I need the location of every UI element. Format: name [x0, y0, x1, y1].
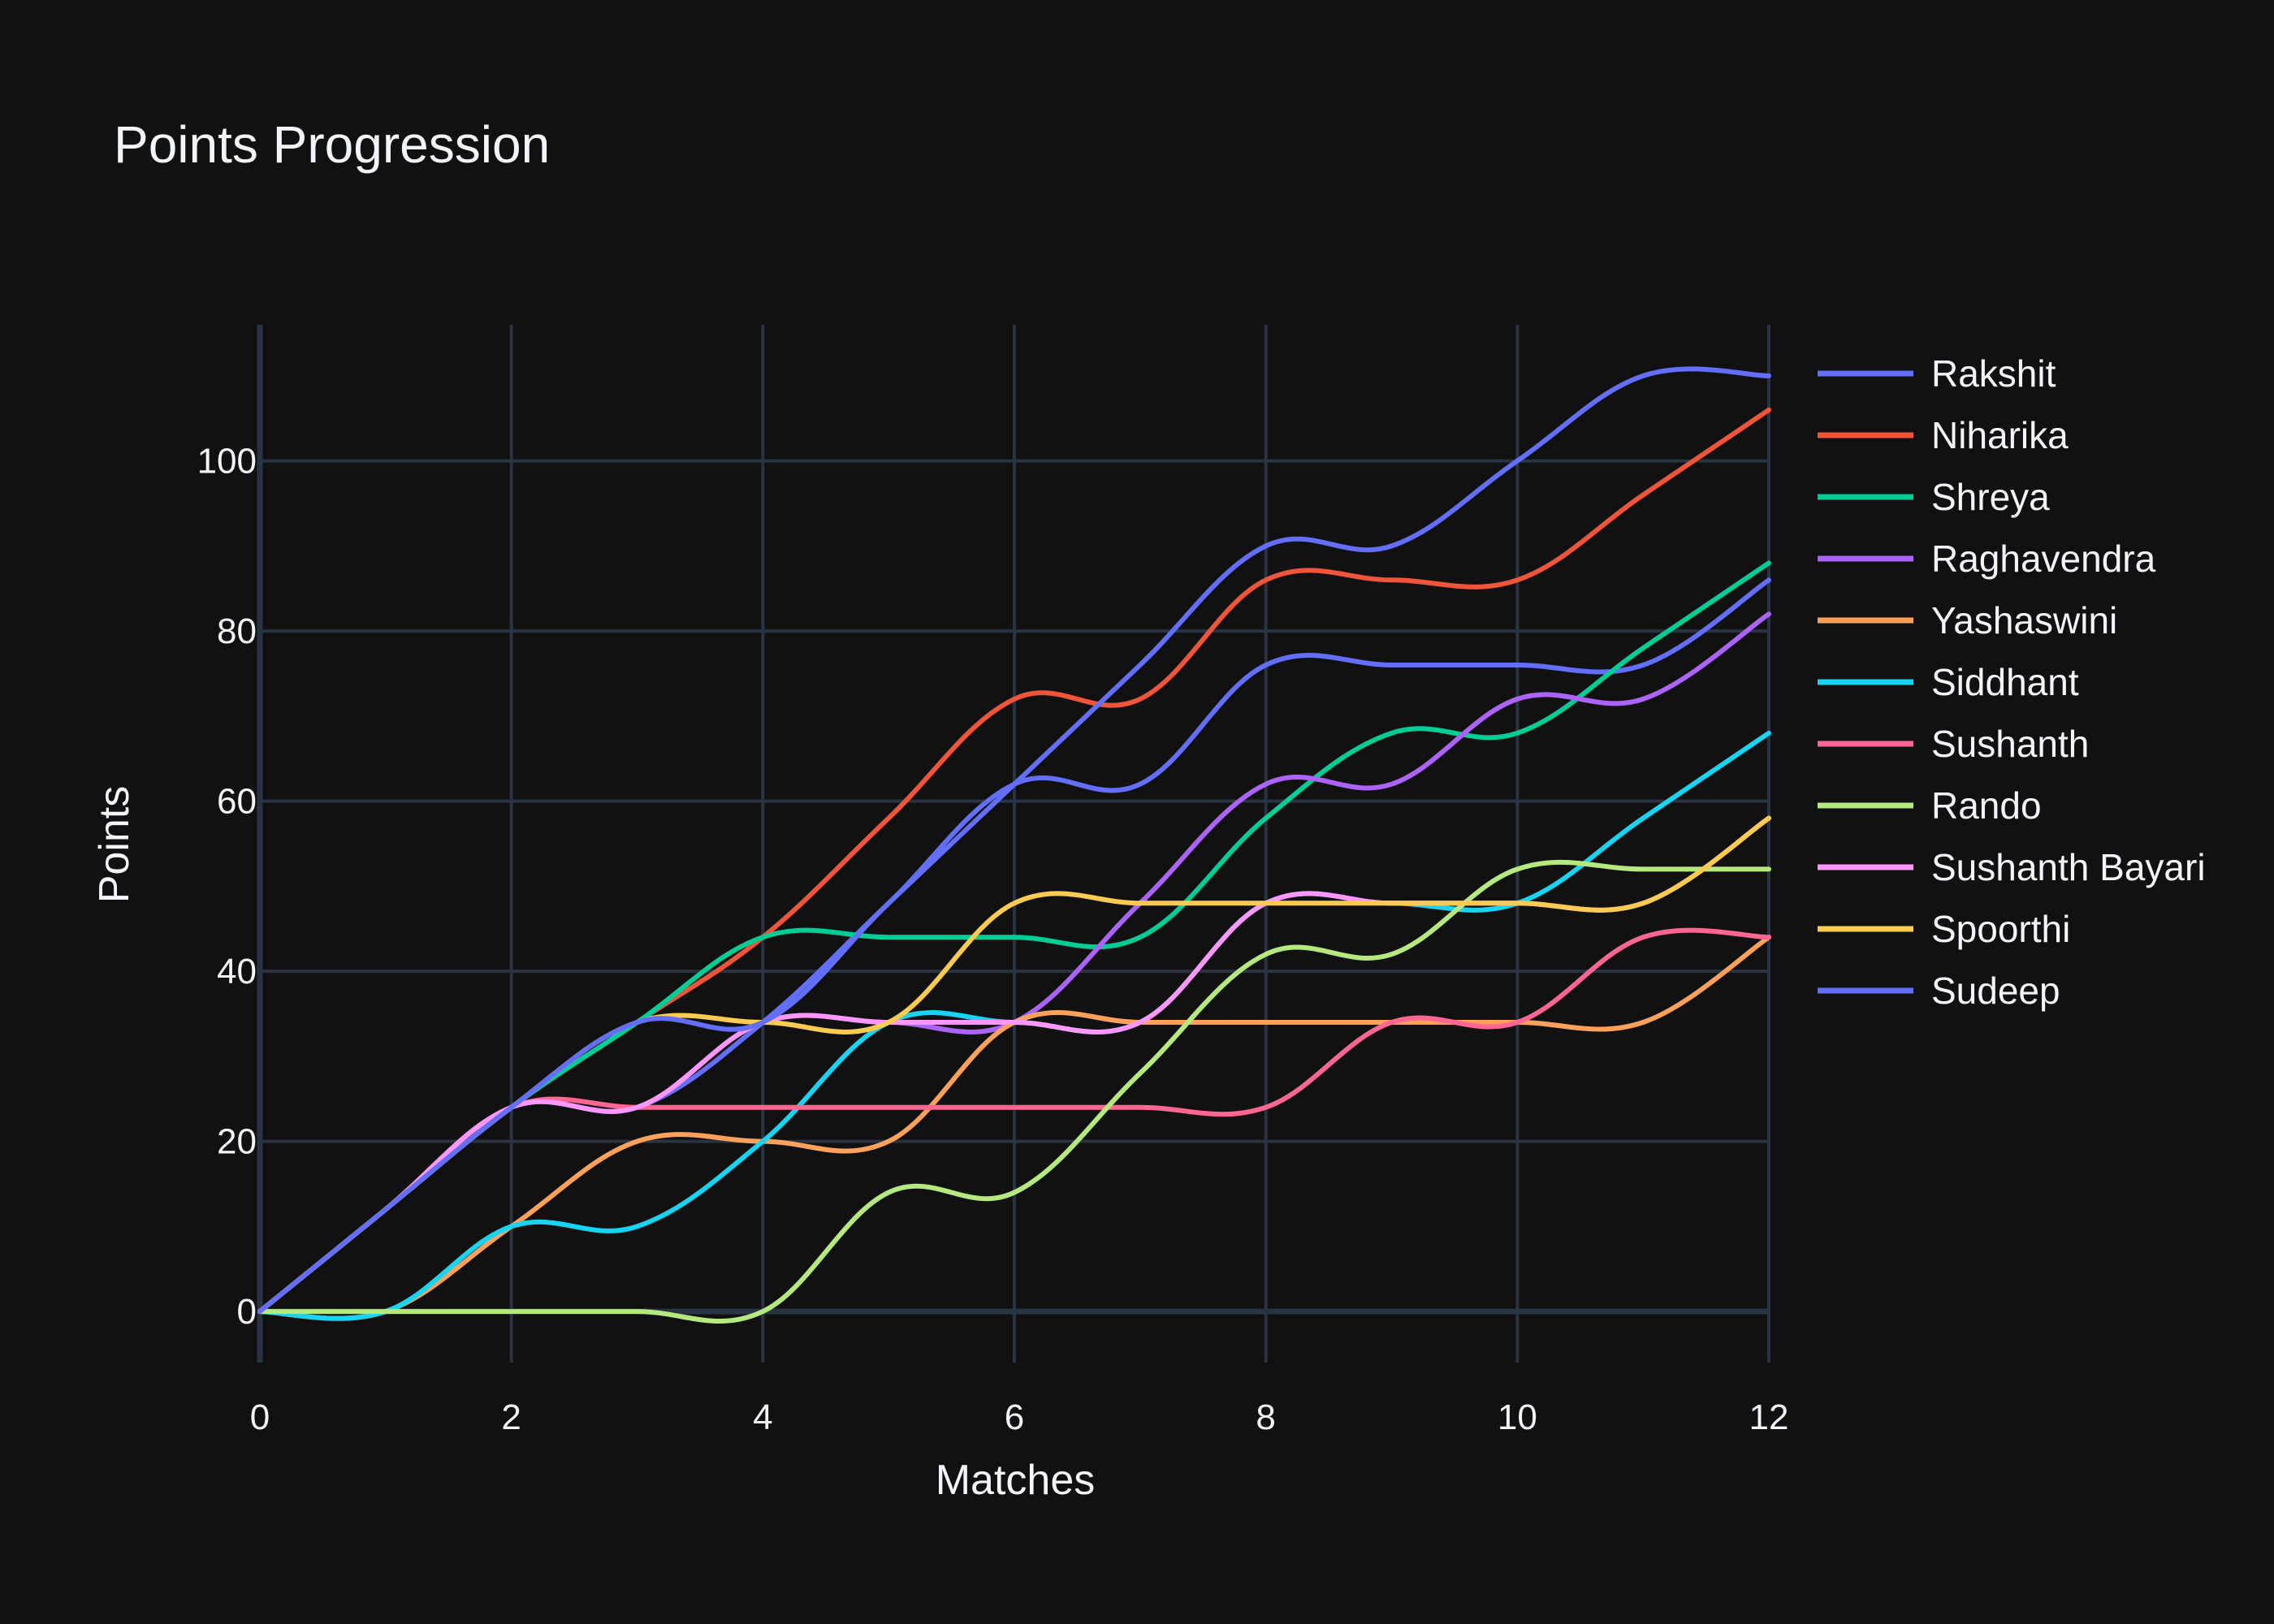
x-tick-label: 8 — [1256, 1397, 1275, 1437]
legend-item-niharika[interactable]: Niharika — [1818, 414, 2069, 456]
y-tick-label: 20 — [217, 1122, 257, 1162]
series-line-sudeep — [257, 366, 1771, 1315]
x-axis-title: Matches — [936, 1457, 1096, 1504]
chart-title: Points Progression — [114, 115, 550, 174]
y-tick-label: 60 — [217, 782, 257, 822]
x-tick-label: 0 — [250, 1397, 270, 1437]
legend-label: Shreya — [1931, 476, 2050, 518]
legend-item-rakshit[interactable]: Rakshit — [1818, 352, 2056, 395]
legend-item-rando[interactable]: Rando — [1818, 784, 2042, 827]
y-tick-label: 80 — [217, 611, 257, 651]
legend-item-yashaswini[interactable]: Yashaswini — [1818, 599, 2117, 641]
x-tick-label: 2 — [501, 1397, 521, 1437]
series-line-rando — [257, 859, 1771, 1324]
legend-label: Spoorthi — [1931, 908, 2070, 950]
x-tick-label: 4 — [753, 1397, 772, 1437]
legend[interactable]: Rakshit Niharika Shreya Raghavendra Yashaswi… — [1818, 352, 2206, 1012]
legend-label: Rakshit — [1931, 352, 2056, 395]
x-tick-label: 10 — [1498, 1397, 1537, 1437]
y-tick-label: 40 — [217, 952, 257, 991]
legend-item-sushanth[interactable]: Sushanth — [1818, 723, 2089, 765]
legend-label: Raghavendra — [1931, 538, 2156, 580]
legend-item-sudeep[interactable]: Sudeep — [1818, 970, 2060, 1012]
legend-label: Sudeep — [1931, 970, 2060, 1012]
legend-label: Rando — [1931, 784, 2042, 827]
legend-label: Siddhant — [1931, 661, 2079, 703]
plot-area — [257, 366, 1771, 1324]
legend-label: Niharika — [1931, 414, 2069, 456]
axis-ticks: 0 2 4 6 8 10 12 0 20 40 60 80 100 — [197, 442, 1789, 1437]
y-axis-title: Points — [91, 786, 138, 904]
legend-label: Sushanth Bayari — [1931, 846, 2206, 888]
y-tick-label: 0 — [237, 1292, 257, 1332]
legend-label: Sushanth — [1931, 723, 2089, 765]
legend-item-sushanth-bayari[interactable]: Sushanth Bayari — [1818, 846, 2206, 888]
y-tick-label: 100 — [197, 442, 257, 482]
legend-item-raghavendra[interactable]: Raghavendra — [1818, 538, 2156, 580]
legend-item-spoorthi[interactable]: Spoorthi — [1818, 908, 2070, 950]
legend-item-siddhant[interactable]: Siddhant — [1818, 661, 2079, 703]
legend-label: Yashaswini — [1931, 599, 2117, 641]
x-tick-label: 12 — [1749, 1397, 1789, 1437]
legend-item-shreya[interactable]: Shreya — [1818, 476, 2050, 518]
x-tick-label: 6 — [1005, 1397, 1024, 1437]
